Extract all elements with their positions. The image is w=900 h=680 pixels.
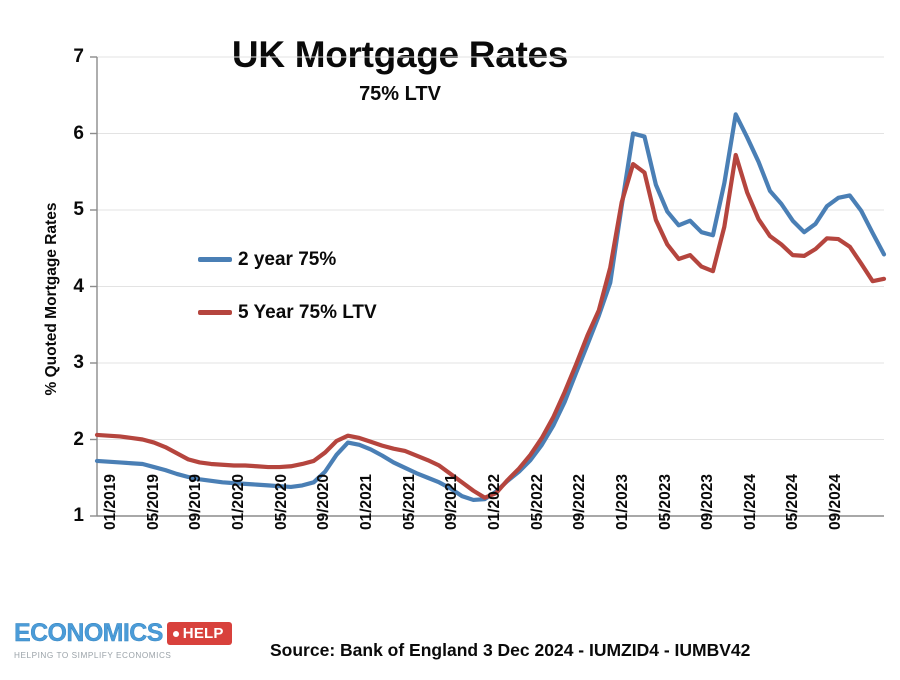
x-tick-label: 05/2019 (144, 473, 162, 530)
x-tick-label: 01/2023 (613, 473, 631, 530)
x-tick-label: 09/2021 (443, 473, 461, 530)
x-tick-label: 05/2023 (656, 473, 674, 530)
y-tick-label: 3 (73, 352, 84, 373)
legend-item-1[interactable]: 2 year 75% (198, 243, 377, 275)
x-tick-label: 01/2020 (229, 473, 247, 530)
y-tick-label: 5 (73, 199, 84, 220)
logo-tagline: HELPING TO SIMPLIFY ECONOMICS (14, 651, 172, 660)
y-tick-marks (90, 56, 97, 517)
x-tick-label: 05/2020 (272, 473, 290, 530)
y-tick-label: 6 (73, 122, 84, 144)
chart-subtitle: 75% LTV (359, 83, 441, 105)
economicshelp-logo[interactable]: ECONOMICS HELP HELPING TO SIMPLIFY ECONO… (14, 619, 232, 667)
logo-tag-badge: HELP (166, 622, 232, 645)
logo-wordmark: ECONOMICS (14, 619, 164, 647)
chart-title: UK Mortgage Rates (231, 34, 569, 75)
x-tick-label: 09/2023 (699, 473, 717, 530)
x-tick-label: 09/2024 (827, 473, 845, 530)
y-tick-label: 7 (73, 46, 84, 67)
gridlines (97, 56, 884, 517)
x-tick-label: 01/2019 (102, 473, 119, 530)
logo-dot-icon (172, 630, 179, 637)
x-tick-label: 09/2022 (571, 473, 589, 530)
legend-swatch-icon (198, 309, 232, 315)
x-tick-label: 05/2022 (528, 473, 546, 530)
y-tick-label: 2 (73, 428, 84, 450)
series-lines (94, 112, 887, 503)
x-tick-label: 01/2021 (357, 473, 375, 530)
y-tick-label: 1 (73, 505, 84, 526)
x-tick-label: 01/2022 (485, 473, 503, 530)
legend-swatch-icon (198, 256, 232, 262)
y-tick-label: 4 (73, 275, 84, 297)
logo-row: ECONOMICS HELP (14, 619, 232, 647)
x-tick-label: 05/2021 (400, 473, 418, 530)
source-note: Source: Bank of England 3 Dec 2024 - IUM… (270, 640, 751, 660)
x-tick-label: 01/2024 (741, 473, 759, 530)
legend-label: 2 year 75% (238, 248, 337, 270)
legend-item-2[interactable]: 5 Year 75% LTV (198, 296, 377, 328)
x-tick-label: 09/2020 (315, 473, 333, 530)
legend-label: 5 Year 75% LTV (238, 301, 377, 323)
logo-tag-label: HELP (182, 625, 224, 642)
series-line-2 (94, 152, 887, 500)
chart-legend: 2 year 75% 5 Year 75% LTV (198, 243, 377, 349)
x-tick-label: 05/2024 (784, 473, 802, 530)
x-tick-label: 09/2019 (187, 473, 205, 530)
